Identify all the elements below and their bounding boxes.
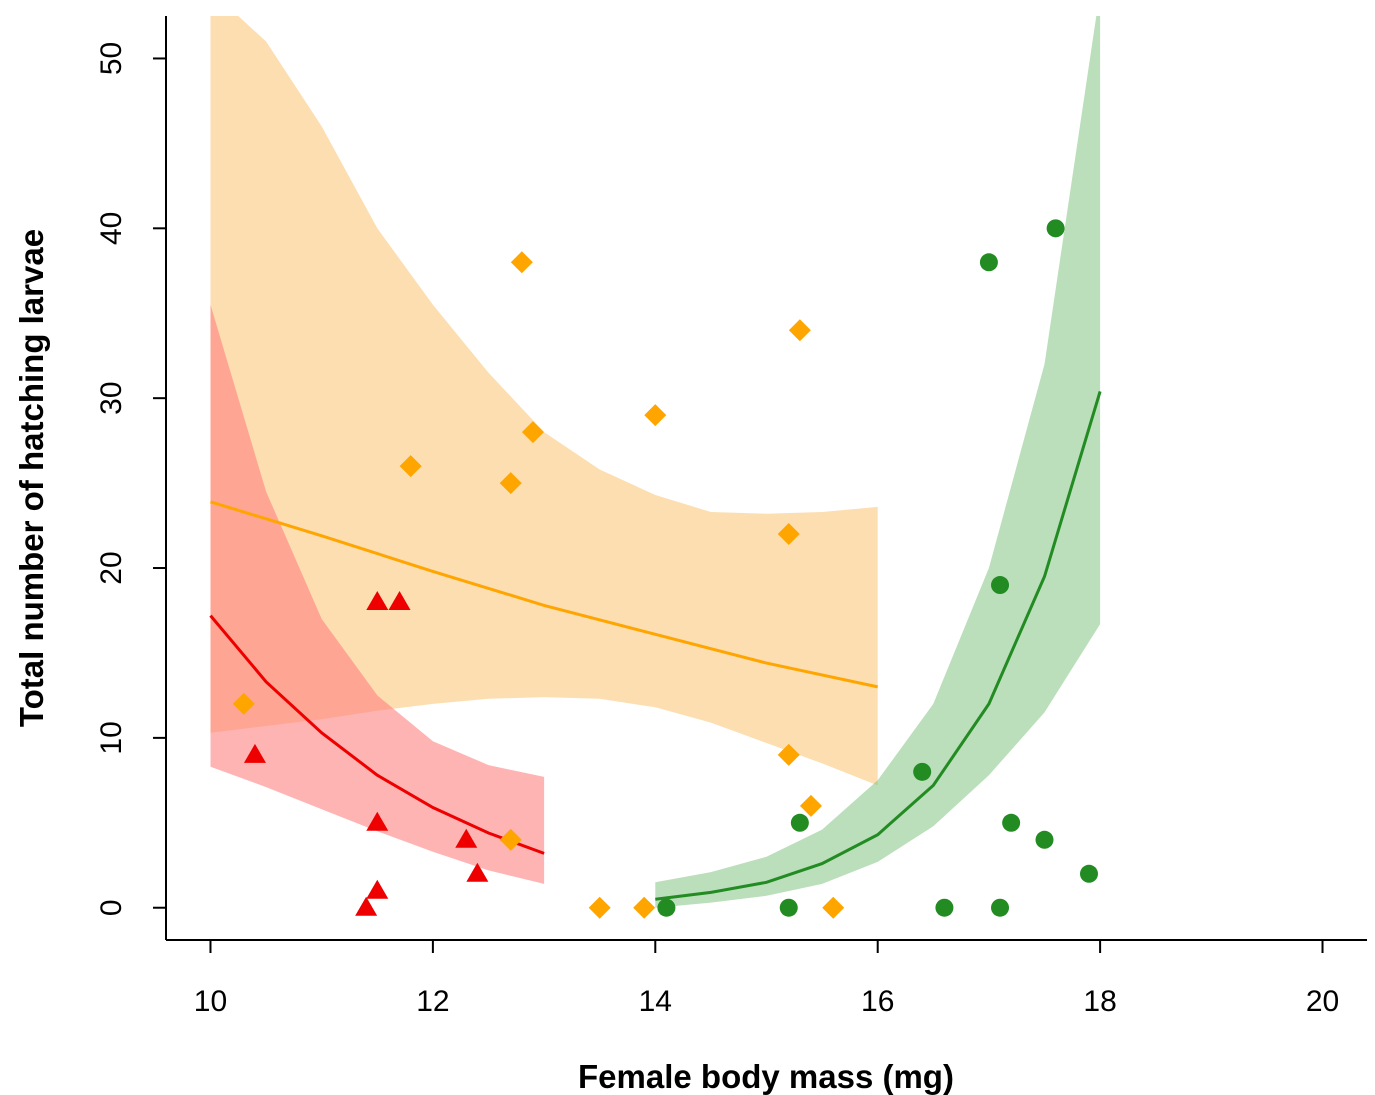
data-point-diamond — [232, 692, 255, 715]
data-point-diamond — [510, 251, 533, 274]
data-point-diamond — [777, 743, 800, 766]
data-point-triangle — [243, 743, 266, 763]
data-point-diamond — [399, 455, 422, 478]
data-point-triangle — [466, 862, 489, 882]
y-axis-title: Total number of hatching larvae — [13, 229, 50, 727]
data-point-diamond — [588, 896, 611, 919]
y-tick-label: 50 — [95, 42, 128, 75]
confidence-bands — [210, 16, 1101, 908]
data-point-triangle — [388, 590, 411, 610]
data-point-circle — [1046, 219, 1065, 238]
data-point-triangle — [366, 811, 389, 831]
data-point-circle — [1079, 864, 1098, 883]
x-tick-label: 10 — [194, 985, 227, 1018]
fit-line-circle — [655, 390, 1102, 901]
data-point-circle — [991, 576, 1010, 595]
data-point-circle — [1035, 830, 1054, 849]
fit-line-triangle — [209, 614, 545, 855]
axes: 10 12 14 16 18 20 0 10 20 30 40 50 — [95, 16, 1367, 1018]
data-points — [232, 219, 1098, 919]
data-point-triangle — [366, 879, 389, 899]
y-tick-label: 30 — [95, 381, 128, 414]
x-tick-label: 18 — [1083, 985, 1116, 1018]
confidence-band-circle — [655, 16, 1101, 908]
y-tick-label: 40 — [95, 212, 128, 245]
y-tick-label: 20 — [95, 551, 128, 584]
fit-lines — [209, 390, 1102, 901]
x-tick-label: 20 — [1306, 985, 1339, 1018]
data-point-diamond — [777, 523, 800, 546]
data-point-diamond — [788, 319, 811, 342]
data-point-circle — [779, 898, 798, 917]
data-point-triangle — [455, 828, 478, 848]
data-point-diamond — [499, 472, 522, 495]
data-point-diamond — [633, 896, 656, 919]
data-point-circle — [657, 898, 676, 917]
x-tick-label: 16 — [861, 985, 894, 1018]
data-point-circle — [790, 813, 809, 832]
confidence-band-triangle — [210, 304, 545, 884]
data-point-triangle — [366, 590, 389, 610]
x-tick-label: 14 — [639, 985, 672, 1018]
y-tick-label: 10 — [95, 721, 128, 754]
x-tick-label: 12 — [416, 985, 449, 1018]
data-point-triangle — [355, 896, 378, 916]
data-point-circle — [991, 898, 1010, 917]
data-point-circle — [1002, 813, 1021, 832]
data-point-diamond — [499, 828, 522, 851]
data-point-circle — [913, 762, 932, 781]
fit-line-diamond — [210, 500, 879, 689]
data-point-diamond — [644, 404, 667, 427]
y-tick-label: 0 — [95, 899, 128, 916]
data-point-circle — [979, 253, 998, 272]
data-point-diamond — [521, 421, 544, 444]
data-point-circle — [935, 898, 954, 917]
data-point-diamond — [822, 896, 845, 919]
data-point-diamond — [799, 794, 822, 817]
x-axis-title: Female body mass (mg) — [578, 1058, 954, 1095]
